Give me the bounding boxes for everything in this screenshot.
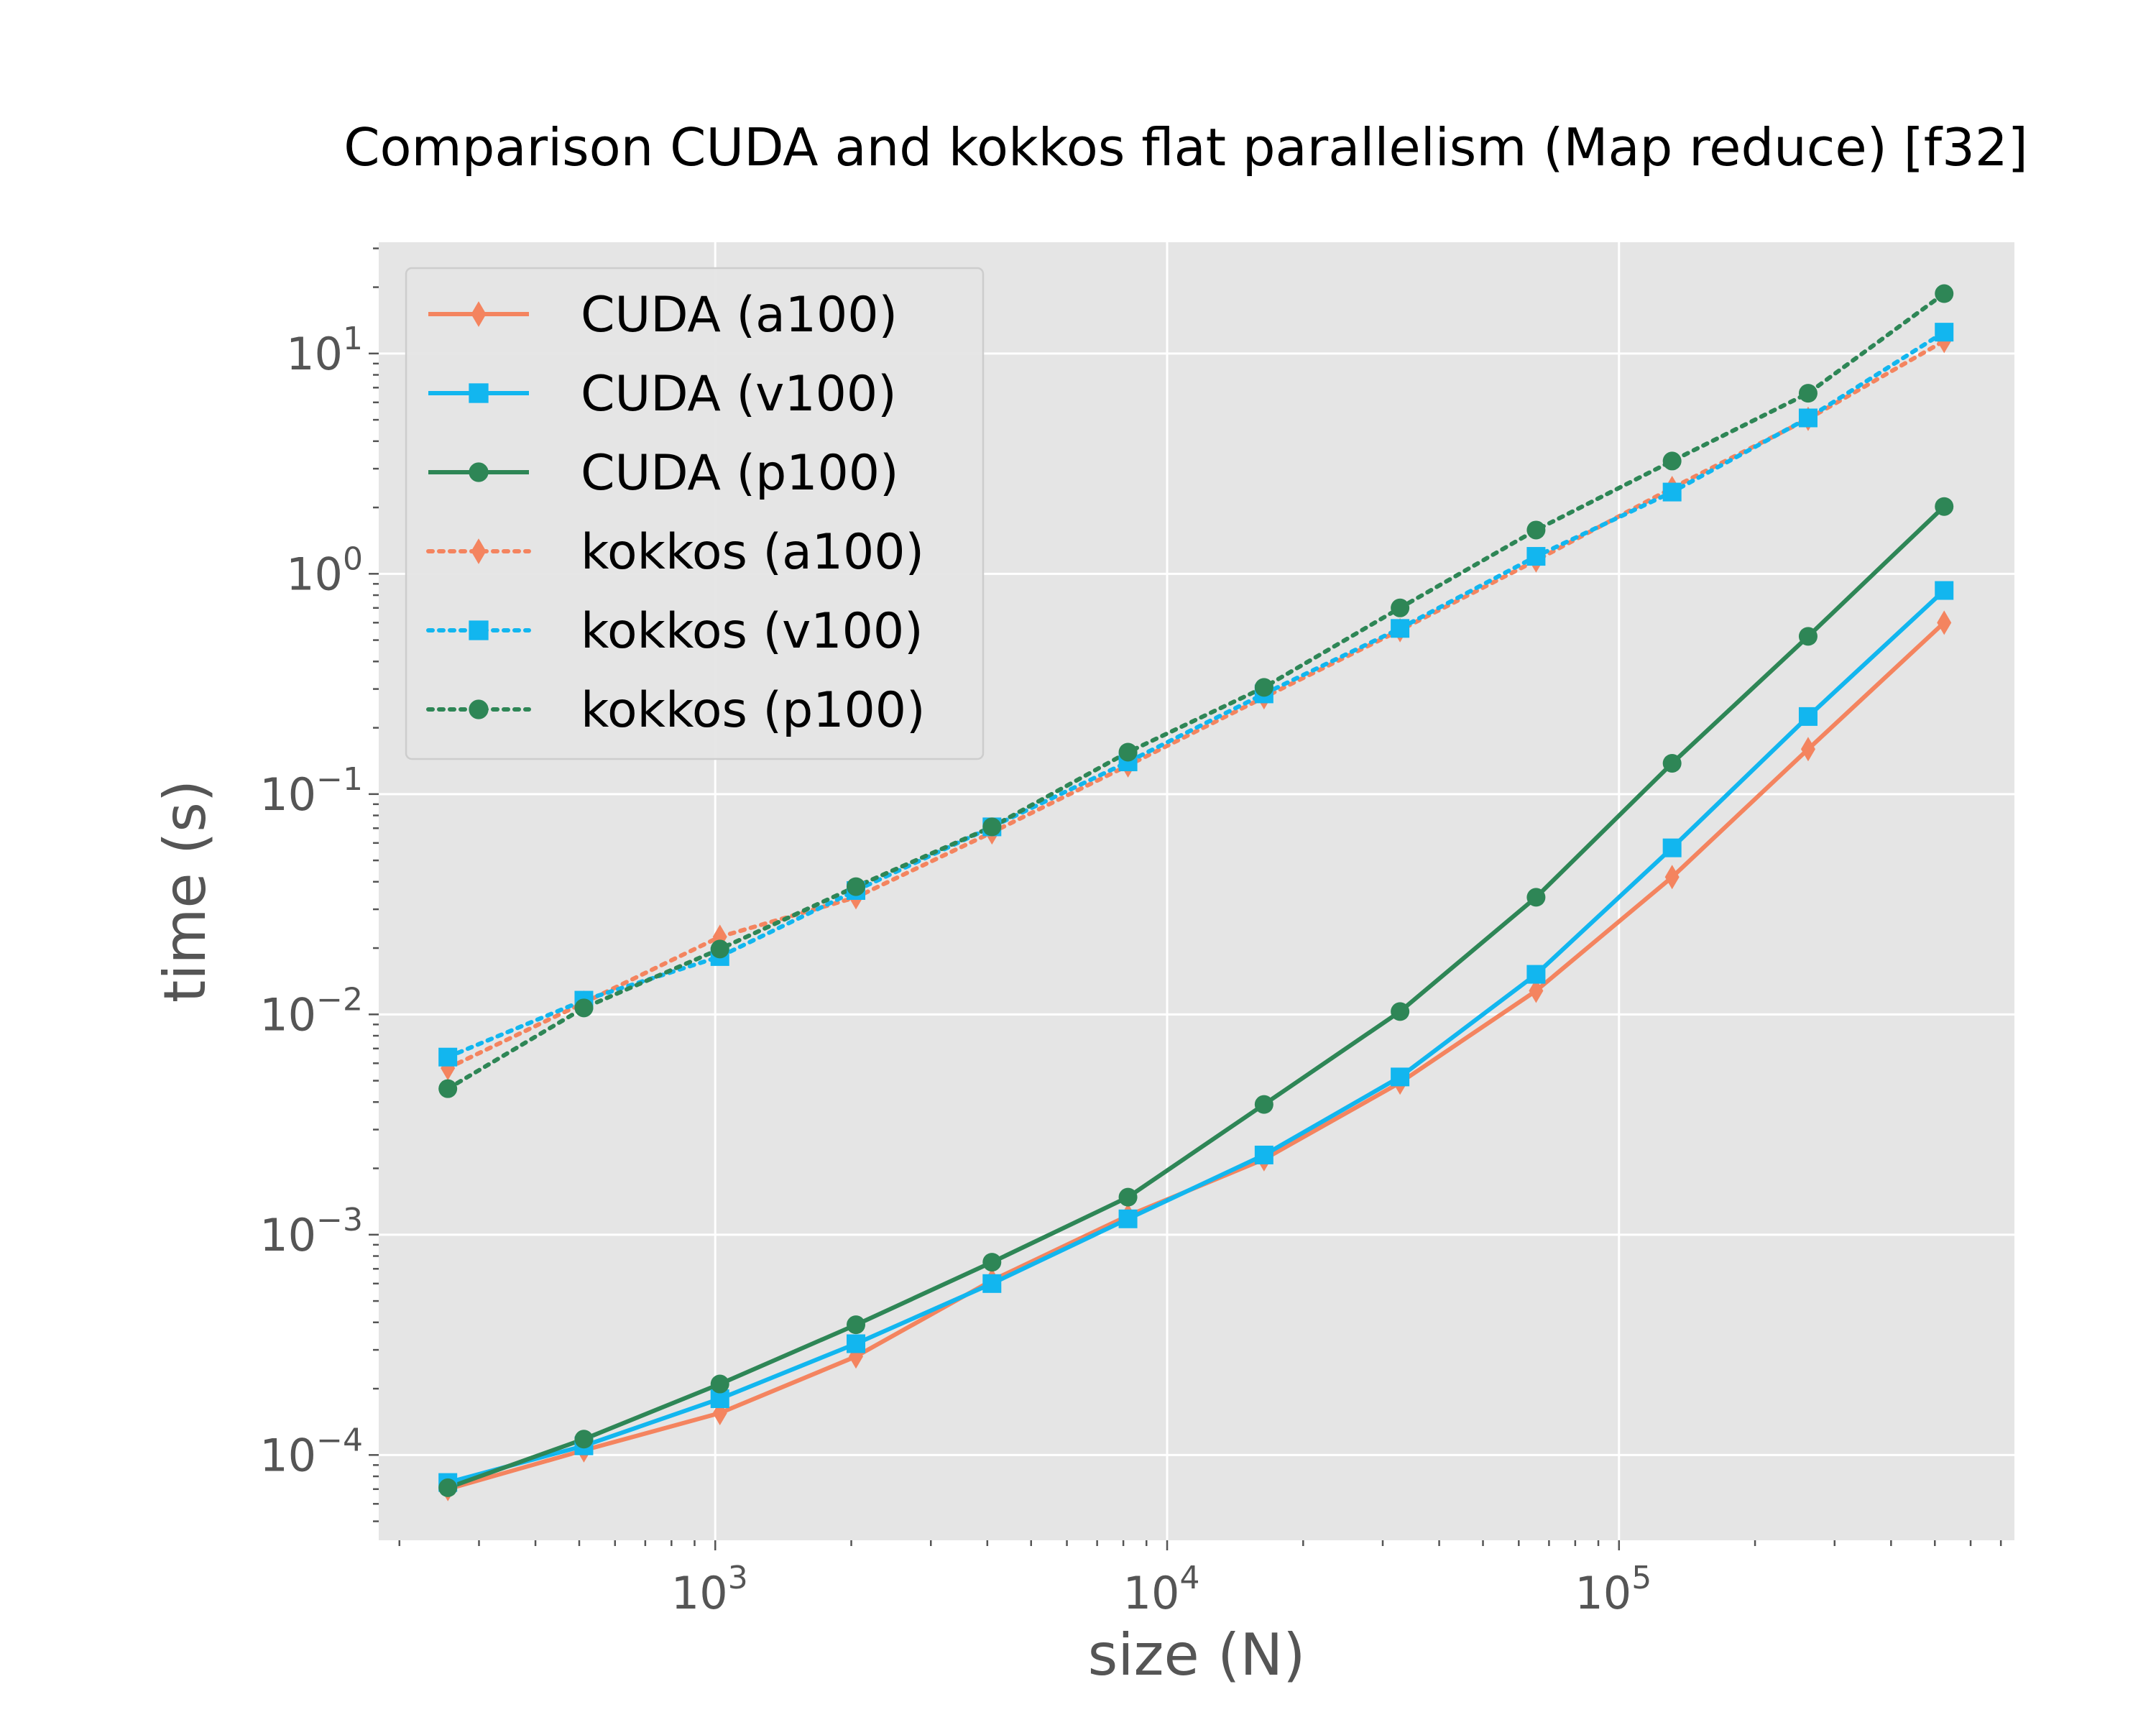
legend-marker-1 (469, 383, 489, 403)
legend-label-3: kokkos (a100) (581, 524, 924, 581)
legend-marker-3 (471, 538, 487, 564)
data-point-5 (1391, 598, 1410, 617)
data-point-1 (1662, 838, 1682, 857)
x-tick-label: 105 (1575, 1560, 1651, 1619)
data-point-4 (1662, 482, 1682, 502)
data-point-1 (1526, 965, 1546, 984)
data-point-2 (710, 1374, 729, 1394)
data-point-2 (1798, 627, 1818, 646)
series-line-2 (447, 505, 1946, 1490)
x-tick-label: 104 (1123, 1560, 1200, 1619)
data-point-5 (1526, 520, 1546, 540)
data-point-1 (1798, 707, 1818, 726)
legend-label-5: kokkos (p100) (581, 682, 926, 739)
data-point-5 (438, 1079, 458, 1098)
chart-title: Comparison CUDA and kokkos flat parallel… (344, 117, 2028, 178)
data-point-4 (1391, 619, 1410, 638)
data-point-1 (1935, 581, 1954, 600)
y-tick-label: 10−4 (259, 1422, 363, 1481)
x-tick-label: 103 (671, 1560, 748, 1619)
y-axis-ticks: 10−4 10−3 10−2 10−1 100 101 (259, 247, 379, 1522)
series-line-5 (446, 291, 1947, 1091)
data-point-4 (1798, 408, 1818, 428)
y-tick-label: 100 (286, 540, 363, 600)
data-point-1 (847, 1334, 866, 1353)
data-point-2 (1526, 888, 1546, 907)
data-point-0 (1664, 865, 1680, 890)
data-point-5 (574, 998, 594, 1018)
y-tick-label: 101 (286, 321, 363, 380)
legend-marker-5 (469, 699, 489, 719)
data-point-4 (1526, 547, 1546, 566)
data-point-1 (1118, 1209, 1138, 1228)
legend-label-1: CUDA (v100) (581, 366, 897, 423)
data-point-5 (710, 939, 729, 959)
data-point-2 (574, 1430, 594, 1449)
data-point-2 (847, 1315, 866, 1335)
series-line-1 (447, 589, 1946, 1485)
legend-label-2: CUDA (p100) (581, 445, 899, 502)
legend-marker-0 (471, 301, 487, 327)
legend-label-4: kokkos (v100) (581, 603, 923, 660)
data-point-5 (1254, 678, 1273, 697)
legend: CUDA (a100) CUDA (v100) CUDA (p100) kokkos … (405, 267, 985, 760)
x-axis-label: size (N) (1088, 1622, 1306, 1688)
series-line-3 (446, 339, 1947, 1071)
data-point-0 (1529, 978, 1544, 1003)
y-tick-label: 10−2 (259, 981, 363, 1041)
series-line-4 (446, 330, 1947, 1059)
data-point-0 (1937, 610, 1952, 635)
y-tick-label: 10−3 (259, 1202, 363, 1261)
y-axis-label: time (s) (152, 780, 218, 1003)
data-point-2 (1391, 1002, 1410, 1021)
data-point-2 (438, 1478, 458, 1497)
data-point-5 (1662, 451, 1682, 471)
data-point-5 (847, 877, 866, 896)
data-point-2 (1935, 497, 1954, 516)
data-point-5 (1935, 284, 1954, 303)
data-point-2 (982, 1253, 1002, 1272)
y-tick-label: 10−1 (259, 761, 363, 821)
data-point-4 (438, 1047, 458, 1067)
data-point-1 (1391, 1067, 1410, 1087)
data-point-2 (1662, 753, 1682, 773)
legend-marker-2 (469, 462, 489, 482)
series-markers (438, 284, 1954, 1501)
data-point-2 (1118, 1187, 1138, 1207)
data-point-1 (982, 1274, 1002, 1293)
data-point-0 (1800, 737, 1815, 762)
legend-label-0: CUDA (a100) (581, 287, 898, 344)
data-point-5 (1798, 384, 1818, 403)
data-point-1 (1254, 1145, 1273, 1164)
legend-box (405, 267, 985, 760)
data-point-2 (1254, 1095, 1273, 1114)
data-point-5 (982, 817, 1002, 837)
data-point-5 (1118, 742, 1138, 762)
series-lines (446, 291, 1947, 1491)
x-axis-ticks: 103 104 105 (398, 1540, 2002, 1619)
legend-marker-4 (469, 620, 489, 640)
data-point-4 (1935, 323, 1954, 342)
